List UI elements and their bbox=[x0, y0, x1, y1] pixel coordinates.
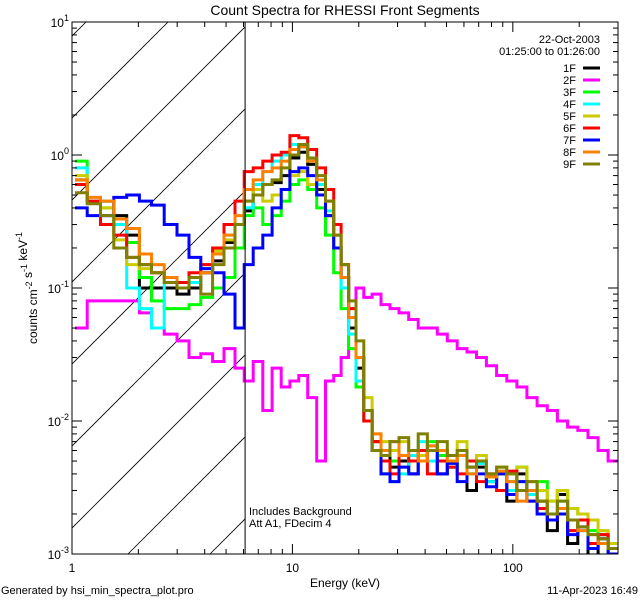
footer-generated-by: Generated by hsi_min_spectra_plot.pro bbox=[1, 585, 194, 597]
legend-label-3F: 3F bbox=[563, 87, 576, 99]
x-axis-label: Energy (keV) bbox=[310, 576, 380, 590]
time-range-label: 01:25:00 to 01:26:00 bbox=[499, 46, 600, 58]
footer-timestamp: 11-Apr-2023 16:49 bbox=[547, 585, 638, 597]
date-label: 22-Oct-2003 bbox=[539, 34, 600, 46]
y-tick-label: 101 bbox=[51, 13, 69, 30]
hatch-line bbox=[72, 108, 246, 283]
legend-label-8F: 8F bbox=[563, 147, 576, 159]
y-tick-label: 10-2 bbox=[48, 412, 69, 429]
y-axis-label: counts cm-2 s-1 keV-1 bbox=[14, 232, 40, 344]
hatch-line bbox=[127, 436, 246, 554]
legend-label-5F: 5F bbox=[563, 111, 576, 123]
axes: 1 10 100 101 100 10-1 10-2 10-3 bbox=[48, 13, 619, 575]
hatch-line bbox=[72, 22, 169, 119]
hatched-region bbox=[0, 0, 246, 554]
x-tick-label: 100 bbox=[503, 561, 523, 575]
series-group bbox=[75, 134, 618, 554]
legend-label-1F: 1F bbox=[563, 63, 576, 75]
y-tick-label: 10-3 bbox=[48, 545, 69, 562]
series-line-2F bbox=[75, 286, 618, 463]
legend-label-4F: 4F bbox=[563, 99, 576, 111]
legend-label-2F: 2F bbox=[563, 75, 576, 87]
chart-title: Count Spectra for RHESSI Front Segments bbox=[210, 2, 479, 18]
annotation-attenuator: Att A1, FDecim 4 bbox=[249, 518, 332, 530]
hatch-line bbox=[72, 190, 246, 365]
x-tick-label: 1 bbox=[69, 561, 76, 575]
hatch-line bbox=[0, 0, 72, 554]
y-tick-label: 100 bbox=[51, 146, 69, 163]
hatch-line bbox=[72, 26, 246, 201]
annotation-background: Includes Background bbox=[249, 506, 352, 518]
x-tick-label: 10 bbox=[286, 561, 300, 575]
y-tick-label: 10-1 bbox=[48, 279, 69, 296]
hatch-line bbox=[72, 272, 246, 447]
legend-label-7F: 7F bbox=[563, 135, 576, 147]
hatch-line bbox=[72, 354, 246, 529]
legend-label-6F: 6F bbox=[563, 123, 576, 135]
legend-label-9F: 9F bbox=[563, 159, 576, 171]
series-line-9F bbox=[75, 143, 618, 550]
